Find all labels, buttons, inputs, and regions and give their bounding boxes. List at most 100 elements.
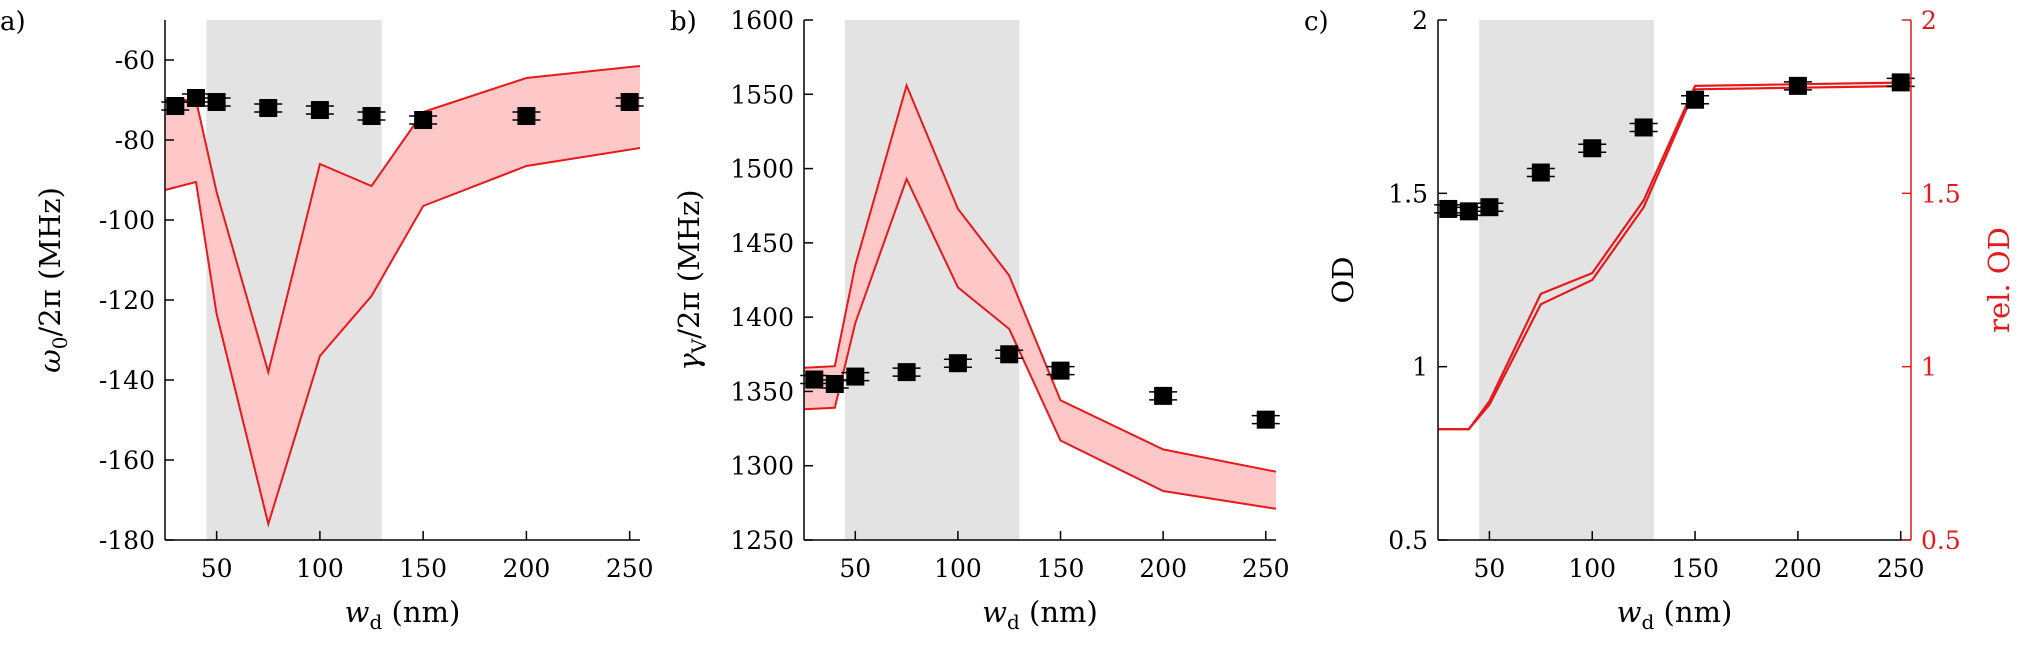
data-marker [846,367,865,386]
band-lower-line [164,147,641,528]
data-point [1434,199,1463,218]
data-point [841,367,870,386]
y-tick-label: -160 [99,446,155,475]
rel-od-line-2 [1438,84,1912,431]
x-tick-label: 150 [1671,554,1719,583]
y-axis-label: γV/2π (MHz) [672,189,711,370]
data-marker [166,97,185,115]
shaded-region [1479,20,1654,540]
x-tick-label: 200 [1139,554,1187,583]
data-marker [1256,410,1275,429]
y-tick-label: 1500 [730,155,794,184]
data-point [1046,361,1075,380]
x-tick-label: 150 [1037,554,1085,583]
data-marker [259,99,278,117]
chart-panel-2: 50 100 150 200 250 1250 1300 1350 1400 1450 1500 15… [670,6,1290,634]
data-marker [1154,386,1173,405]
data-point [1475,198,1504,217]
right-y-tick-label: 2 [1921,6,1937,35]
right-y-axis-label: rel. OD [1982,227,2016,333]
x-tick-label: 100 [296,554,344,583]
y-tick-label: 1350 [730,377,794,406]
chart-panel-1: 50 100 150 200 250 -60 -80 -100 -120 -140 -160 -180… [0,7,654,634]
x-tick-label: 100 [1568,554,1616,583]
y-axis-label-unit: /2π (MHz) [672,189,706,338]
x-tick-label: 150 [399,554,447,583]
data-point [409,111,438,129]
x-axis-label: wd (nm) [1617,595,1733,634]
data-marker [805,370,824,389]
y-axis-label-unit: /2π (MHz) [33,187,67,336]
y-axis-label: OD [1326,256,1360,303]
x-tick-label: 250 [1242,554,1290,583]
data-marker [620,93,639,111]
y-tick-label: 0.5 [1388,526,1428,555]
x-axis-label-subscript: d [1007,610,1020,634]
x-axis-label-symbol: w [345,595,370,629]
x-tick-label: 100 [934,554,982,583]
y-tick-label: 1450 [730,229,794,258]
y-tick-label: -100 [99,206,155,235]
data-point [820,375,849,393]
data-marker [362,107,381,125]
x-axis-label-unit: (nm) [1654,595,1732,629]
x-axis-label: wd (nm) [345,595,461,634]
band-upper-line [803,82,1277,473]
panel-label: b) [670,7,697,37]
data-marker [1000,345,1019,364]
data-marker [186,89,205,107]
data-point [254,99,283,117]
data-point [892,363,921,382]
y-tick-label: 1300 [730,452,794,481]
data-marker [517,107,536,125]
data-marker [310,101,329,119]
data-point [181,89,210,107]
data-point [800,370,829,389]
band-fill [165,66,640,524]
x-tick-label: 50 [201,554,233,583]
y-axis-label-subscript: V [687,338,711,354]
data-marker [1634,118,1653,137]
y-tick-label: -180 [99,526,155,555]
x-tick-label: 200 [503,554,551,583]
x-axis-label-unit: (nm) [382,595,460,629]
data-point [202,93,231,111]
x-axis-label-symbol: w [1617,595,1642,629]
right-y-tick-label: 1 [1921,353,1937,382]
x-axis-label-unit: (nm) [1020,595,1098,629]
y-axis-label-subscript: 0 [48,337,72,350]
y-tick-label: -140 [99,366,155,395]
data-point [357,107,386,125]
data-marker [897,363,916,382]
data-marker [414,111,433,129]
right-y-tick-label: 0.5 [1921,526,1961,555]
y-axis-label-symbol: γ [672,353,706,371]
panel-label: c) [1304,7,1329,37]
data-marker [207,93,226,111]
data-marker [1891,73,1910,92]
y-tick-label: -60 [115,46,155,75]
data-marker [1686,90,1705,109]
data-point [943,354,972,373]
y-tick-label: 1.5 [1388,179,1428,208]
data-marker [1531,163,1550,182]
panel-label: a) [0,7,26,37]
data-marker [1788,76,1807,95]
data-marker [948,354,967,373]
data-point [1578,139,1607,158]
x-tick-label: 200 [1774,554,1822,583]
band-fill [804,85,1276,509]
data-marker [1480,198,1499,217]
y-axis-label: ω0/2π (MHz) [33,187,72,373]
y-tick-label: 1400 [730,303,794,332]
x-axis-label-subscript: d [369,610,382,634]
x-tick-label: 250 [606,554,654,583]
data-point [1886,73,1915,92]
data-point [1149,386,1178,405]
y-tick-label: 1250 [730,526,794,555]
x-axis-label-subscript: d [1641,610,1654,634]
x-tick-label: 250 [1877,554,1925,583]
y-tick-label: -120 [99,286,155,315]
band-upper-line [165,65,641,376]
data-point [995,345,1024,364]
